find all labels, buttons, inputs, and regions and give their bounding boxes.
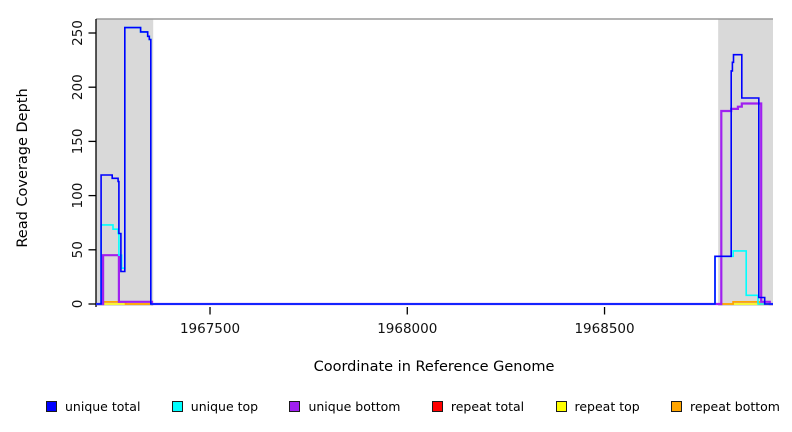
legend-label: unique bottom [308,399,401,414]
legend-item-unique-bottom: unique bottom [289,399,401,414]
x-tick-label: 1967500 [180,321,240,337]
series-unique-top [96,26,773,305]
y-tick-label: 250 [70,20,86,46]
legend-item-repeat-bottom: repeat bottom [671,399,780,414]
legend-label: unique total [65,399,141,414]
legend-item-unique-top: unique top [171,399,259,414]
unique-total-swatch-icon [46,401,57,412]
x-axis-title: Coordinate in Reference Genome [314,359,555,375]
unique-bottom-swatch-icon [289,401,301,412]
legend-label: repeat bottom [690,399,780,414]
y-tick-label: 150 [70,129,86,155]
legend-label: repeat total [450,399,525,414]
repeat-total-swatch-icon [431,401,443,412]
series-unique-total [96,26,773,305]
y-axis-title: Read Coverage Depth [15,88,31,247]
x-tick-label: 1968000 [377,321,437,337]
plot-series [96,26,773,306]
plot-regions [96,18,773,306]
unique-top-swatch-icon [171,401,183,412]
x-tick-label: 1968500 [574,321,634,337]
legend-item-repeat-total: repeat total [431,399,525,414]
repeat-bottom-swatch-icon [671,401,683,412]
legend-item-repeat-top: repeat top [555,399,640,414]
legend-item-unique-total: unique total [46,399,140,414]
legend-label: unique top [190,399,259,414]
series-unique-bottom [96,102,773,306]
legend: unique total unique top unique bottom repea… [46,399,780,414]
y-tick-label: 100 [70,183,86,209]
legend-label: repeat top [574,399,640,414]
y-tick-label: 0 [70,300,86,309]
repeat-top-swatch-icon [555,401,567,412]
plot-axes: 0 50 100 150 200 250 1967500 1968000 1968500 [70,19,635,337]
y-tick-label: 200 [70,74,86,100]
y-tick-label: 50 [70,241,86,258]
